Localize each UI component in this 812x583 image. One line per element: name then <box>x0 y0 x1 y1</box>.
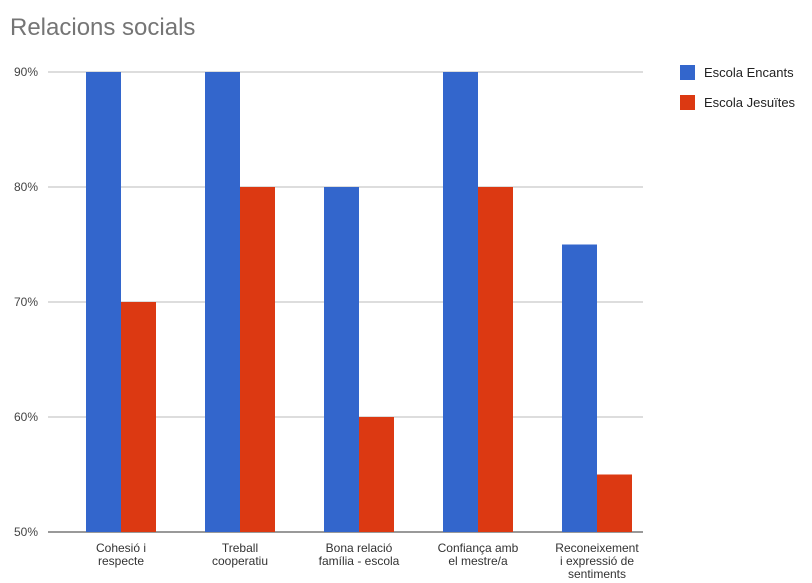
bar-encants[interactable] <box>443 72 478 532</box>
bar-encants[interactable] <box>562 244 597 533</box>
bar-encants[interactable] <box>86 72 121 532</box>
legend-swatch <box>680 65 695 80</box>
legend-swatch <box>680 95 695 110</box>
x-category-label: i expressió de <box>560 554 634 568</box>
y-tick-label: 90% <box>14 65 38 79</box>
legend-label[interactable]: Escola Encants <box>704 65 794 80</box>
bar-jesuites[interactable] <box>478 187 513 532</box>
x-category-label: Confiança amb <box>438 541 519 555</box>
bar-jesuites[interactable] <box>240 187 275 532</box>
y-tick-label: 80% <box>14 180 38 194</box>
bar-encants[interactable] <box>324 187 359 532</box>
x-category-label: respecte <box>98 554 144 568</box>
y-tick-label: 50% <box>14 525 38 539</box>
legend-label[interactable]: Escola Jesuïtes <box>704 95 796 110</box>
bar-jesuites[interactable] <box>121 302 156 532</box>
x-category-label: Cohesió i <box>96 541 146 555</box>
x-category-label: família - escola <box>319 554 400 568</box>
x-category-label: Treball <box>222 541 258 555</box>
y-axis-ticks: 50% 60% 70% 80% 90% <box>14 65 38 539</box>
bars <box>86 72 632 532</box>
x-category-label: Bona relació <box>326 541 393 555</box>
x-category-label: el mestre/a <box>448 554 508 568</box>
legend[interactable]: Escola Encants Escola Jesuïtes <box>680 65 796 110</box>
y-tick-label: 60% <box>14 410 38 424</box>
x-category-label: cooperatiu <box>212 554 268 568</box>
y-tick-label: 70% <box>14 295 38 309</box>
x-category-label: Reconeixement <box>555 541 639 555</box>
chart-title: Relacions socials <box>10 14 196 41</box>
bar-jesuites[interactable] <box>359 417 394 532</box>
bar-jesuites[interactable] <box>597 474 632 533</box>
bar-encants[interactable] <box>205 72 240 532</box>
x-category-label: sentiments <box>568 567 626 581</box>
